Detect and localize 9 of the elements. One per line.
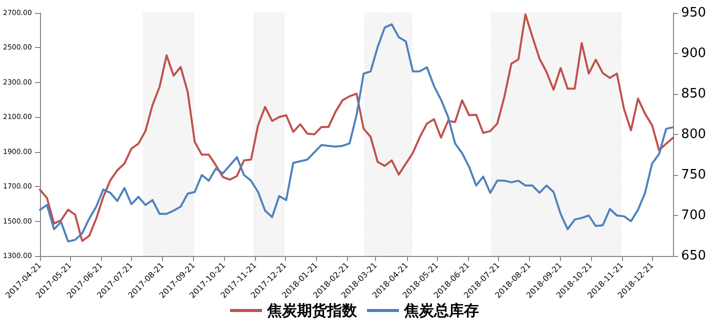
y2-tick-label: 950 [681, 6, 706, 20]
y2-tick-label: 750 [681, 168, 706, 182]
y2-tick-label: 900 [681, 46, 706, 61]
legend-label: 焦炭总库存 [403, 302, 479, 320]
y2-tick-label: 850 [681, 86, 706, 102]
y2-tick-label: 700 [681, 208, 706, 223]
legend-label: 焦炭期货指数 [266, 302, 358, 320]
y2-tick-label: 800 [681, 127, 706, 142]
y2-tick-label: 650 [681, 248, 706, 264]
